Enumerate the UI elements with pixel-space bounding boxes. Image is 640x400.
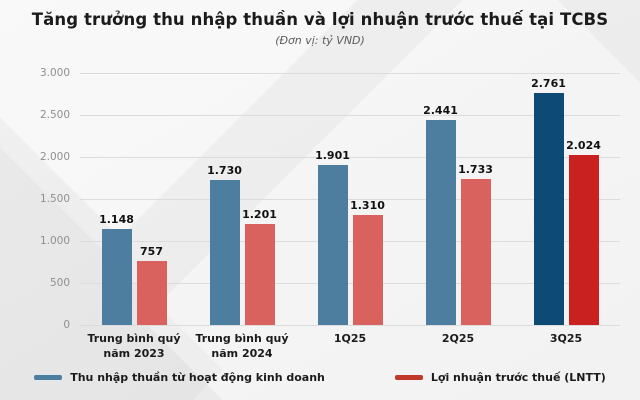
y-tick-label: 0 (63, 319, 70, 331)
bar-pretax-profit: 1.201 (242, 208, 277, 325)
bar-value-label: 2.024 (566, 138, 601, 152)
category-label: 1Q25 (333, 332, 367, 345)
bar-pair: 2.761 2.024 (531, 73, 601, 325)
bar-pretax-profit: 2.024 (566, 139, 601, 325)
y-tick-label: 1.000 (39, 235, 70, 247)
chart-header: Tăng trưởng thu nhập thuần và lợi nhuận … (0, 10, 640, 47)
bar-value-label: 1.201 (242, 208, 277, 222)
bar-pair: 2.441 1.733 (423, 73, 493, 325)
bar-net-income: 1.148 (99, 213, 134, 325)
bar-net-income: 1.901 (315, 149, 350, 325)
gridline (80, 241, 620, 242)
bar-value-label: 1.730 (207, 163, 242, 177)
bar-pair: 1.148 757 (99, 73, 167, 325)
bar-group: 1.901 1.310 1Q25 (296, 73, 404, 362)
bar-pretax-profit: 1.310 (350, 199, 385, 325)
legend-label: Thu nhập thuần từ hoạt động kinh doanh (70, 371, 325, 384)
y-tick-label: 1.500 (39, 193, 70, 205)
legend-item: Thu nhập thuần từ hoạt động kinh doanh (34, 371, 325, 384)
legend-item: Lợi nhuận trước thuế (LNTT) (394, 371, 606, 384)
bar-value-label: 1.148 (99, 212, 134, 226)
category-label: 3Q25 (549, 332, 583, 345)
gridline (80, 283, 620, 284)
chart-subtitle: (Đơn vị: tỷ VND) (275, 34, 365, 47)
bar-group: 2.441 1.733 2Q25 (404, 73, 512, 362)
bar-pretax-profit: 1.733 (458, 163, 493, 325)
bar-net-income: 2.441 (423, 104, 458, 325)
bar-groups: 1.148 757 Trung bình quý năm 2023 1.730 1.20… (80, 73, 620, 362)
bar-net-income: 1.730 (207, 164, 242, 325)
gridline (80, 325, 620, 326)
bar-group: 1.148 757 Trung bình quý năm 2023 (80, 73, 188, 362)
bar-value-label: 1.733 (458, 163, 493, 177)
category-label: Trung bình quý năm 2023 (87, 332, 181, 360)
legend: Thu nhập thuần từ hoạt động kinh doanh Lợ… (0, 371, 640, 384)
y-axis: 3.000 2.500 2.000 1.500 1.000 500 0 (0, 67, 70, 331)
bar-value-label: 2.761 (531, 77, 566, 91)
bar-value-label: 1.901 (315, 149, 350, 163)
y-tick-label: 3.000 (39, 67, 70, 79)
bar-value-label: 757 (140, 245, 163, 259)
y-tick-label: 500 (49, 277, 70, 289)
y-tick-label: 2.500 (39, 109, 70, 121)
bar-value-label: 1.310 (350, 198, 385, 212)
bar-pair: 1.730 1.201 (207, 73, 277, 325)
bar-group: 2.761 2.024 3Q25 (512, 73, 620, 362)
bar-value-label: 2.441 (423, 103, 458, 117)
chart-title: Tăng trưởng thu nhập thuần và lợi nhuận … (31, 10, 609, 29)
legend-swatch-net-income (34, 375, 63, 380)
y-tick-label: 2.000 (39, 151, 70, 163)
category-label: Trung bình quý năm 2024 (195, 332, 289, 360)
bar-pretax-profit: 757 (136, 245, 167, 325)
bar-pair: 1.901 1.310 (315, 73, 385, 325)
legend-label: Lợi nhuận trước thuế (LNTT) (430, 371, 606, 384)
category-label: 2Q25 (441, 332, 475, 345)
legend-swatch-pretax-profit (394, 375, 423, 380)
bar-net-income: 2.761 (531, 77, 566, 325)
bar-group: 1.730 1.201 Trung bình quý năm 2024 (188, 73, 296, 362)
